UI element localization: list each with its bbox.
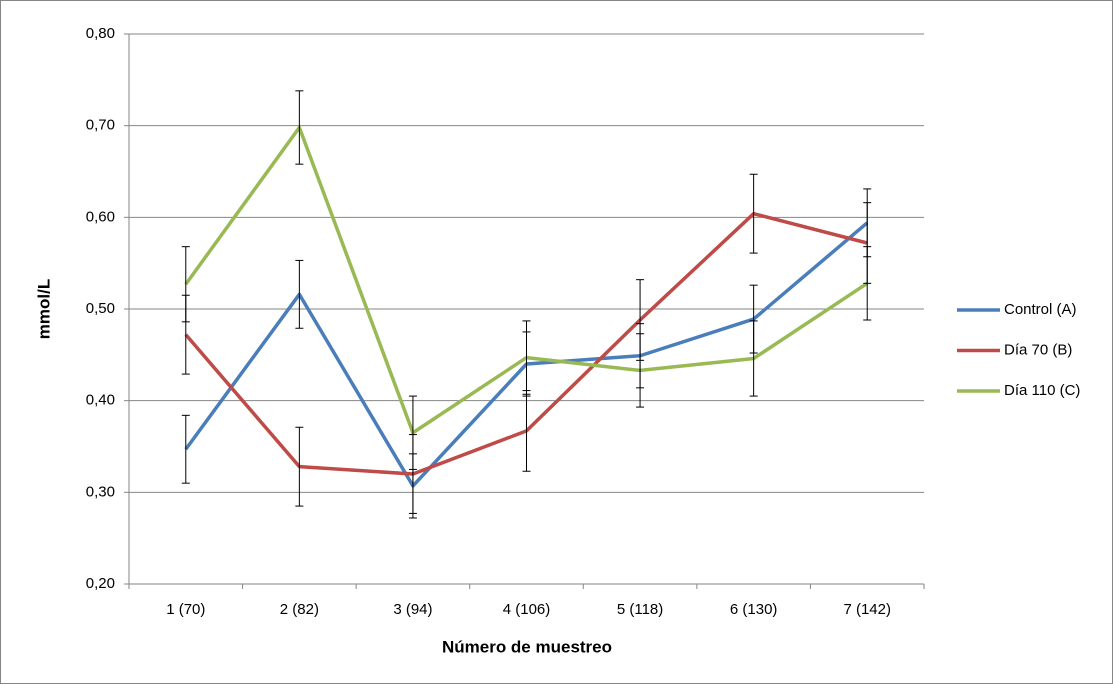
legend-label: Control (A) (1004, 301, 1077, 318)
x-axis-title: Número de muestreo (442, 637, 612, 656)
error-bar (295, 426, 304, 507)
legend-label: Día 70 (B) (1004, 341, 1072, 358)
error-bar (863, 246, 872, 321)
x-tick-label: 6 (130) (730, 601, 778, 618)
y-tick-label: 0,80 (86, 25, 115, 42)
x-tick-label: 5 (118) (617, 601, 663, 618)
error-bar (181, 246, 190, 323)
legend-label: Día 110 (C) (1004, 382, 1080, 399)
error-bar (749, 173, 758, 254)
y-tick-label: 0,60 (86, 208, 115, 225)
error-bar (295, 259, 304, 329)
y-tick-label: 0,20 (86, 575, 115, 592)
error-bar (636, 333, 645, 408)
y-tick-label: 0,40 (86, 392, 115, 409)
y-tick-label: 0,30 (86, 483, 115, 500)
error-bar (522, 320, 531, 395)
x-tick-label: 4 (106) (503, 601, 551, 618)
y-tick-label: 0,70 (86, 117, 115, 134)
error-bar (749, 320, 758, 397)
error-bar (408, 395, 417, 470)
error-bar (181, 414, 190, 484)
x-tick-label: 3 (94) (393, 601, 432, 618)
error-bar (295, 90, 304, 165)
x-tick-label: 7 (142) (843, 601, 891, 618)
y-axis-title: mmol/L (34, 279, 53, 339)
y-tick-label: 0,50 (86, 300, 115, 317)
x-tick-label: 2 (82) (280, 601, 319, 618)
x-tick-label: 1 (70) (166, 601, 205, 618)
